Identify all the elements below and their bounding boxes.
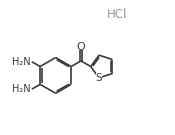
Text: HCl: HCl [107, 8, 127, 21]
Text: S: S [96, 73, 102, 83]
Text: H₂N: H₂N [12, 84, 30, 94]
Text: H₂N: H₂N [12, 57, 30, 67]
Text: O: O [77, 42, 85, 52]
